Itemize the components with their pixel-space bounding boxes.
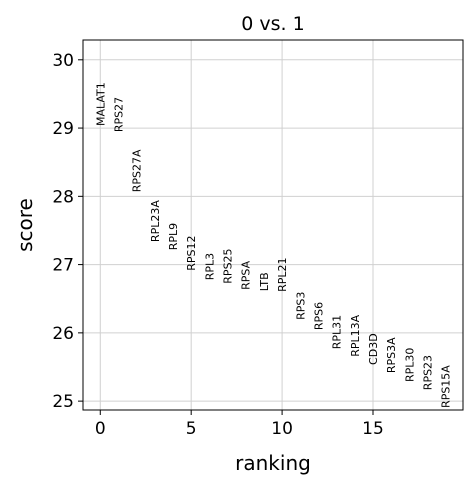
gene-label: RPL31: [331, 315, 344, 349]
x-tick-label: 10: [271, 419, 293, 439]
y-tick-label: 27: [52, 256, 74, 276]
gene-label: RPS3A: [385, 337, 398, 373]
gene-label: RPS6: [312, 302, 325, 330]
gene-label: RPS12: [185, 235, 198, 270]
gene-label: RPS23: [422, 355, 435, 390]
y-tick-label: 30: [52, 51, 74, 71]
gene-label: RPS25: [222, 248, 235, 283]
y-tick-label: 29: [52, 119, 74, 139]
gene-label: MALAT1: [94, 82, 107, 126]
gene-label: RPL13A: [349, 314, 362, 356]
y-tick-label: 28: [52, 187, 74, 207]
gene-label: RPL30: [403, 348, 416, 382]
x-axis-label: ranking: [235, 451, 311, 475]
gene-label: RPL23A: [149, 200, 162, 242]
chart-title: 0 vs. 1: [241, 13, 304, 35]
gene-label: RPS3: [294, 292, 307, 320]
gene-label: RPS27A: [131, 149, 144, 192]
gene-label: RPSA: [240, 260, 253, 289]
gene-label: CD3D: [367, 333, 380, 365]
gene-label: RPL3: [203, 253, 216, 280]
x-tick-label: 5: [186, 419, 197, 439]
y-tick-label: 25: [52, 392, 74, 412]
gene-label: RPS15A: [440, 365, 453, 408]
plot-frame: [82, 39, 464, 411]
x-tick-label: 0: [95, 419, 106, 439]
x-tick-label: 15: [362, 419, 384, 439]
y-tick-label: 26: [52, 324, 74, 344]
gene-label: RPL9: [167, 223, 180, 250]
gene-label: RPL21: [276, 257, 289, 291]
gene-label: RPS27: [112, 97, 125, 132]
gene-label: LTB: [258, 272, 271, 291]
y-axis-label: score: [13, 198, 37, 252]
